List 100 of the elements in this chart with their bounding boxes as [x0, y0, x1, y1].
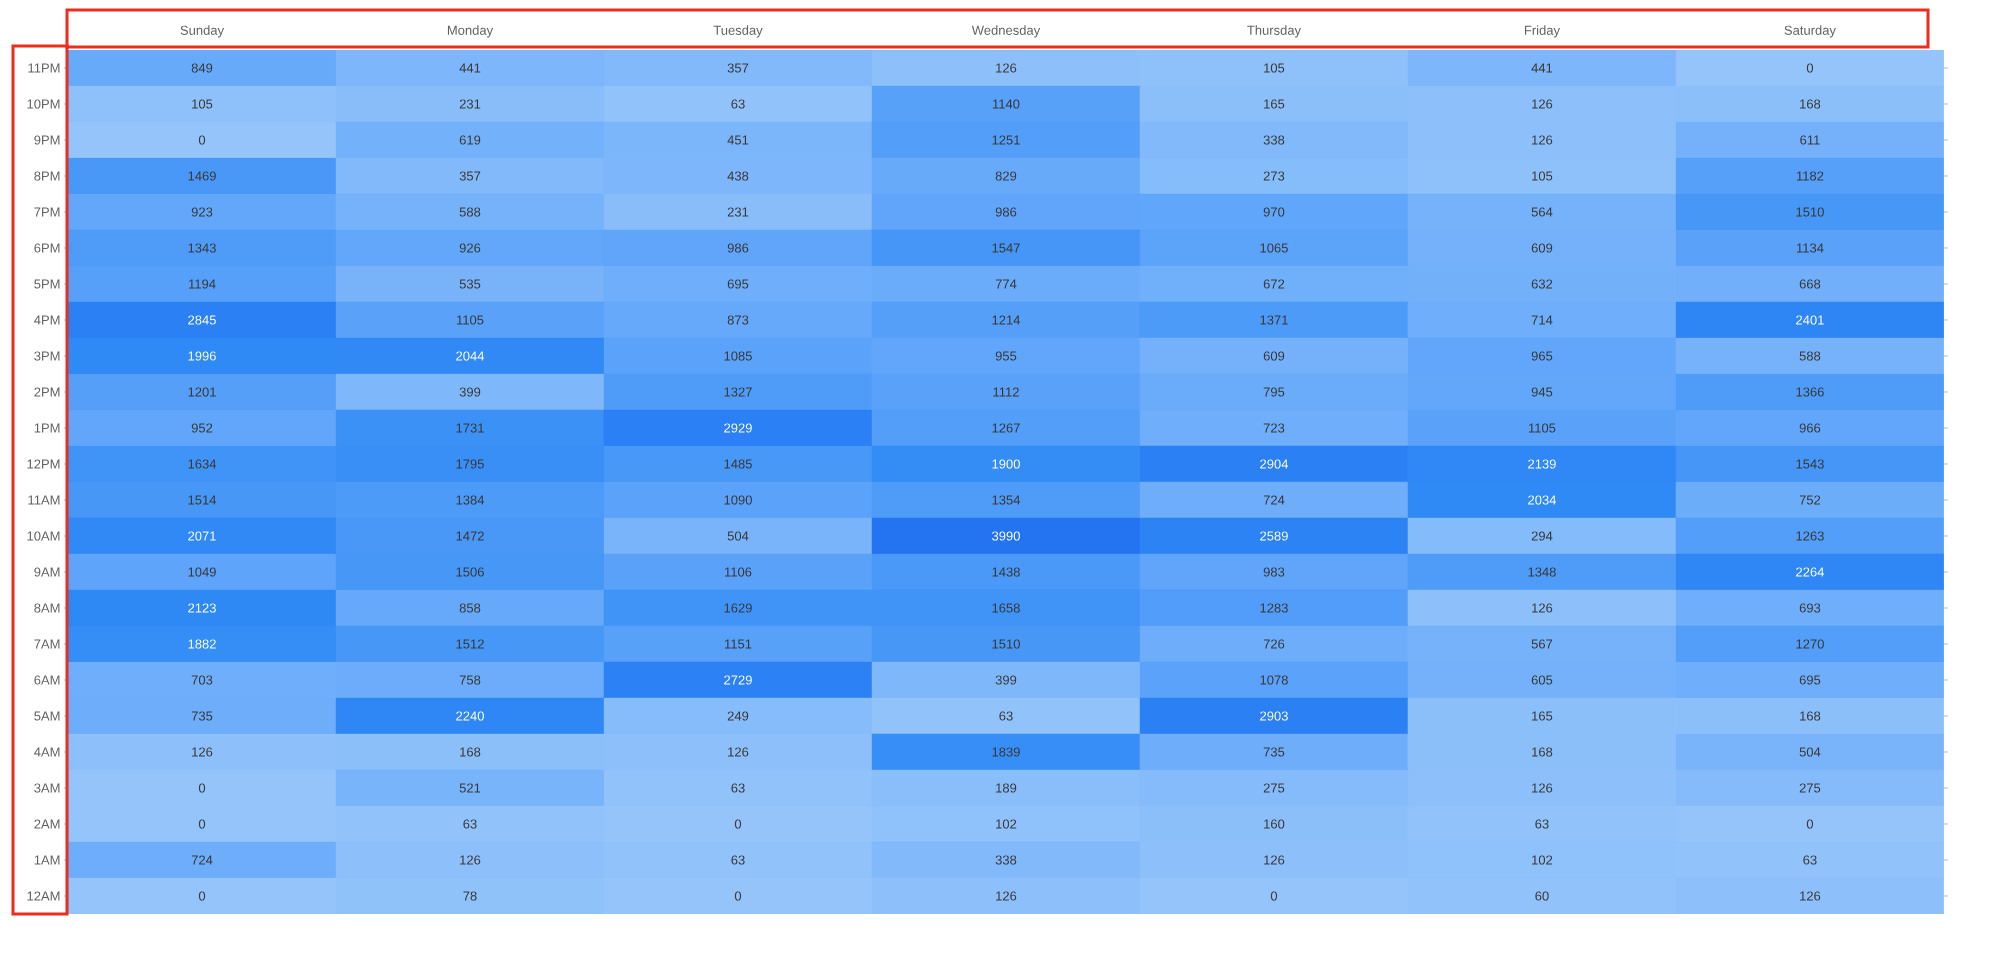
data-label: 2401 [1796, 315, 1824, 325]
data-label: 1472 [456, 531, 484, 541]
data-label: 695 [727, 279, 749, 289]
y-tick-label: 4AM [34, 747, 60, 757]
data-label: 1795 [456, 459, 484, 469]
data-label: 2240 [456, 711, 484, 721]
x-tick-label: Wednesday [971, 25, 1041, 38]
data-label: 758 [459, 675, 481, 685]
data-label: 168 [1800, 711, 1821, 721]
y-tick-label: 11AM [28, 495, 60, 505]
data-label: 735 [1263, 747, 1285, 757]
data-label: 986 [995, 207, 1017, 217]
data-label: 609 [1531, 243, 1553, 253]
data-label: 1882 [188, 639, 216, 649]
y-tick-label: 1PM [34, 423, 60, 433]
data-label: 1543 [1796, 459, 1824, 469]
data-label: 873 [727, 315, 749, 325]
y-tick-label: 5PM [34, 279, 60, 289]
data-label: 0 [198, 891, 206, 901]
y-tick-label: 9PM [34, 135, 60, 145]
data-label: 1283 [1260, 603, 1288, 613]
data-label: 1731 [456, 423, 484, 433]
data-label: 102 [996, 819, 1017, 829]
data-label: 829 [995, 171, 1017, 181]
data-label: 1658 [992, 603, 1020, 613]
data-label: 165 [1264, 99, 1285, 109]
y-tick-label: 1AM [34, 855, 60, 865]
data-label: 1514 [188, 495, 217, 505]
data-label: 60 [1535, 891, 1549, 901]
data-label: 2139 [1528, 459, 1556, 469]
data-label: 105 [192, 99, 213, 109]
data-label: 1348 [1528, 567, 1556, 577]
data-label: 2044 [456, 351, 485, 361]
data-label: 2845 [188, 315, 216, 325]
data-label: 726 [1263, 639, 1285, 649]
data-label: 441 [459, 63, 481, 73]
data-label: 1547 [992, 243, 1020, 253]
data-label: 63 [731, 855, 745, 865]
data-label: 1201 [188, 387, 216, 397]
y-tick-label: 3AM [34, 783, 60, 793]
data-label: 1343 [188, 243, 216, 253]
data-label: 451 [727, 135, 749, 145]
y-tick-label: 10PM [27, 99, 60, 109]
data-label: 1510 [992, 639, 1020, 649]
data-label: 774 [995, 279, 1017, 289]
data-label: 105 [1532, 171, 1553, 181]
y-tick-label: 8PM [34, 171, 60, 181]
data-label: 1140 [992, 99, 1020, 109]
y-tick-label: 7PM [34, 207, 60, 217]
data-label: 2123 [188, 603, 216, 613]
y-tick-label: 8AM [34, 603, 60, 613]
data-label: 1438 [992, 567, 1020, 577]
data-label: 168 [460, 747, 481, 757]
data-label: 1900 [992, 459, 1020, 469]
data-label: 63 [1803, 855, 1817, 865]
data-label: 0 [198, 783, 206, 793]
data-label: 1194 [189, 279, 216, 289]
data-label: 126 [1532, 135, 1553, 145]
data-label: 714 [1531, 315, 1553, 325]
data-label: 126 [1532, 603, 1553, 613]
data-label: 249 [727, 711, 749, 721]
data-label: 189 [996, 783, 1017, 793]
data-label: 945 [1531, 387, 1553, 397]
data-label: 0 [1270, 891, 1278, 901]
data-label: 849 [191, 63, 213, 73]
data-label: 588 [459, 207, 481, 217]
data-label: 275 [1263, 783, 1285, 793]
data-label: 2264 [1796, 567, 1825, 577]
data-label: 1366 [1796, 387, 1824, 397]
data-label: 752 [1799, 495, 1821, 505]
data-label: 1263 [1796, 531, 1824, 541]
data-label: 952 [191, 423, 213, 433]
y-tick-label: 3PM [34, 351, 60, 361]
data-label: 1251 [992, 135, 1020, 145]
x-tick-label: Monday [447, 25, 494, 38]
data-label: 63 [731, 783, 745, 793]
data-label: 1151 [725, 639, 752, 649]
data-label: 1485 [724, 459, 752, 469]
data-label: 0 [1806, 63, 1814, 73]
data-label: 126 [1264, 855, 1285, 865]
data-label: 567 [1531, 639, 1553, 649]
data-label: 168 [1532, 747, 1553, 757]
data-label: 2729 [724, 675, 752, 685]
data-label: 504 [1799, 747, 1821, 757]
data-label: 672 [1263, 279, 1285, 289]
y-tick-label: 2PM [34, 387, 60, 397]
data-label: 273 [1263, 171, 1285, 181]
data-label: 1105 [457, 315, 484, 325]
data-label: 2904 [1260, 459, 1289, 469]
data-label: 588 [1799, 351, 1821, 361]
data-label: 0 [198, 819, 206, 829]
y-tick-label: 6AM [34, 675, 60, 685]
data-label: 0 [198, 135, 206, 145]
data-label: 1182 [1796, 171, 1824, 181]
data-label: 858 [459, 603, 481, 613]
data-label: 1629 [724, 603, 752, 613]
data-label: 1512 [456, 639, 484, 649]
data-label: 735 [191, 711, 213, 721]
data-label: 0 [734, 819, 742, 829]
data-label: 723 [1263, 423, 1285, 433]
